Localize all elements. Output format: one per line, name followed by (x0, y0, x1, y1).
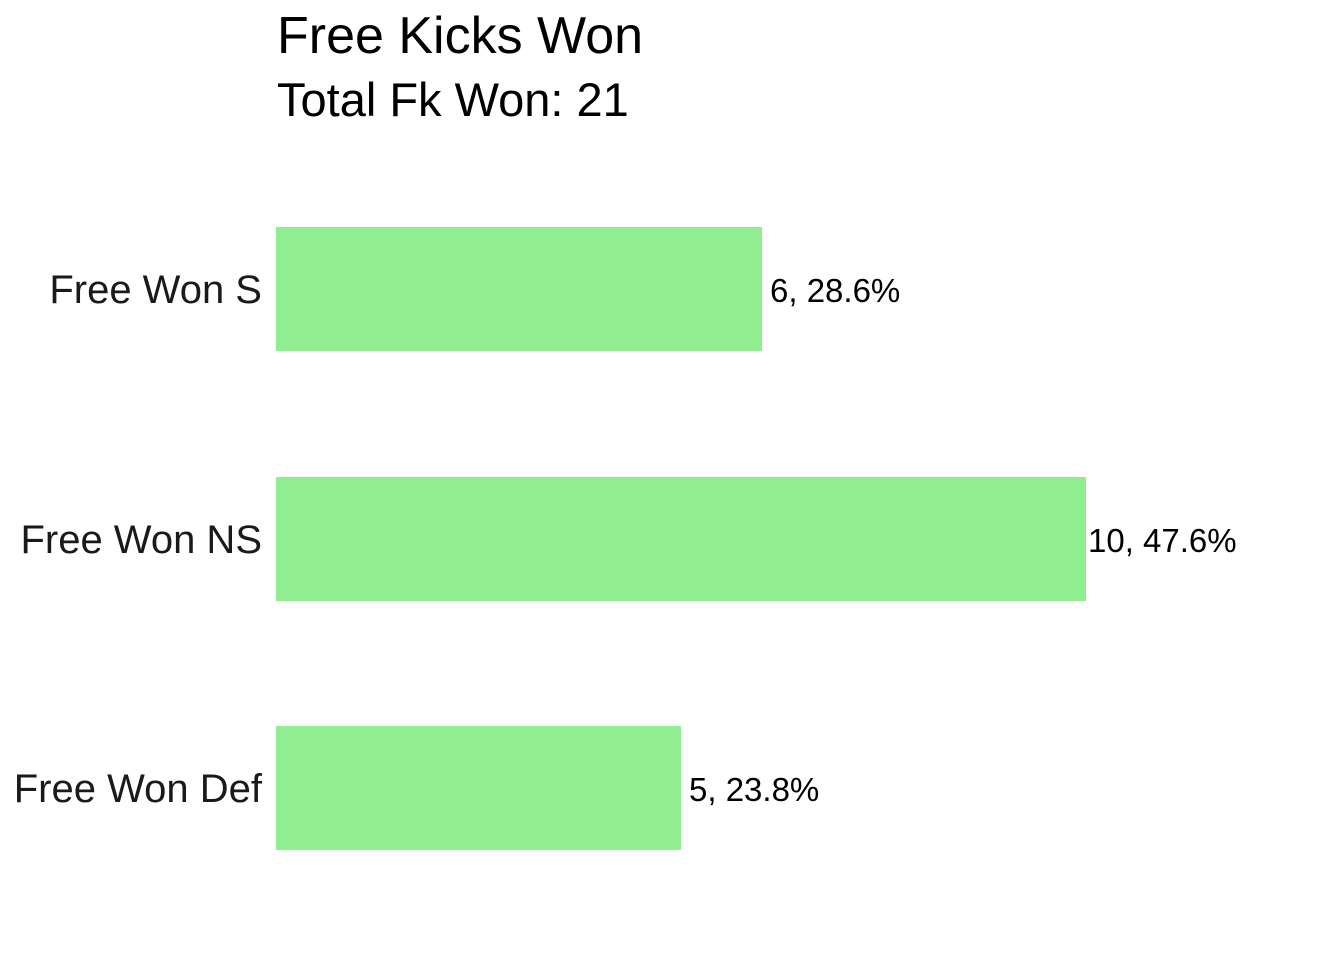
bar-free-won-ns (276, 477, 1086, 601)
category-label: Free Won S (49, 268, 262, 312)
category-label: Free Won NS (20, 518, 262, 562)
chart-subtitle: Total Fk Won: 21 (277, 73, 629, 126)
data-label: 5, 23.8% (689, 771, 819, 808)
data-label: 10, 47.6% (1088, 522, 1237, 559)
chart-title: Free Kicks Won (277, 7, 644, 65)
category-label: Free Won Def (14, 767, 263, 811)
data-label: 6, 28.6% (770, 272, 900, 309)
bar-free-won-s (276, 227, 762, 351)
bar-free-won-def (276, 726, 681, 850)
